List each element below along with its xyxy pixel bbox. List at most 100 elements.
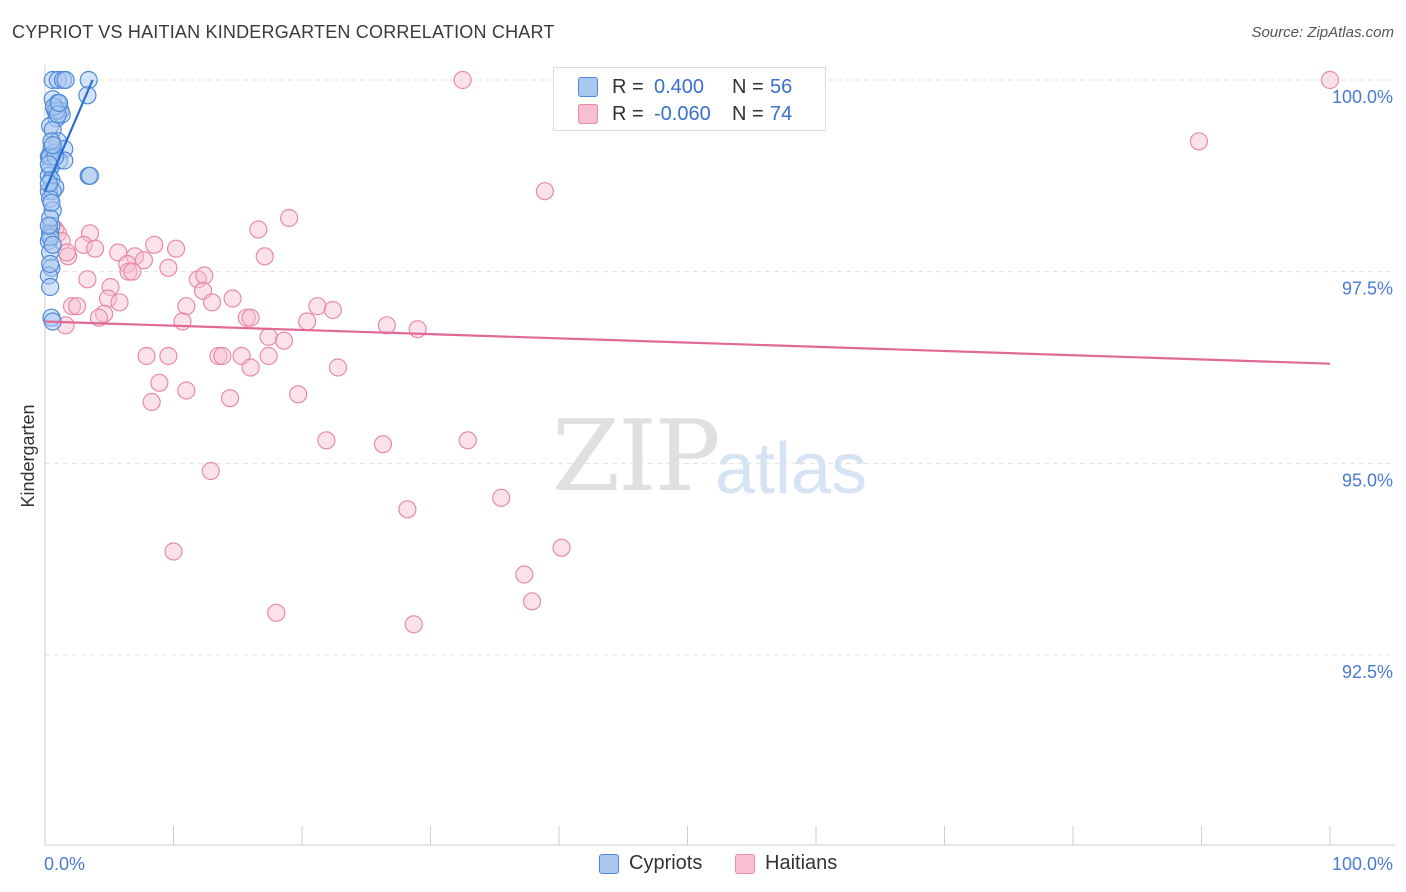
cypriot-point (80, 166, 100, 185)
cypriot-point (41, 277, 60, 297)
haitian-point (280, 208, 299, 228)
cypriot-point (79, 70, 98, 90)
y-tick-label: 92.5% (1342, 662, 1393, 682)
haitian-point (202, 293, 222, 312)
haitian-swatch (578, 104, 598, 124)
r-label: R = (612, 75, 644, 98)
haitian-point (137, 346, 156, 366)
haitian-point (142, 392, 161, 412)
tick-labels: 100.0% 97.5% 95.0% 92.5% 0.0% 100.0% (44, 87, 1393, 874)
cypriot-swatch (578, 77, 598, 97)
haitian-point (317, 431, 336, 450)
haitian-point (101, 277, 120, 297)
haitian-point (159, 346, 178, 366)
cypriot-point (56, 70, 75, 90)
haitian-point (323, 300, 342, 320)
trend-lines (43, 79, 1331, 365)
x-tick-label: 100.0% (1332, 854, 1393, 874)
cypriot-trend-line (43, 79, 94, 192)
haitian-point (308, 297, 327, 316)
haitian-point (220, 389, 240, 408)
haitian-trend-line (44, 320, 1331, 365)
n-label: N = (732, 75, 764, 98)
legend-row-cypriots: R = 0.400 N = 56 (578, 74, 792, 100)
haitian-point (453, 70, 472, 90)
y-tick-label: 100.0% (1332, 87, 1393, 107)
legend-item-cypriots[interactable]: Cypriots (599, 852, 702, 875)
watermark-atlas: atlas (715, 429, 868, 509)
haitian-point (62, 297, 82, 316)
haitian-point (98, 289, 118, 308)
series-legend: Cypriots Haitians (0, 852, 1406, 878)
haitian-point (164, 542, 183, 561)
cypriot-point (50, 93, 69, 113)
cypriot-point (39, 216, 58, 235)
stats-legend: R = 0.400 N = 56 R = -0.060 N = 74 (553, 67, 826, 131)
cypriot-point (43, 136, 62, 155)
haitian-point (552, 538, 571, 557)
chart-title: CYPRIOT VS HAITIAN KINDERGARTEN CORRELAT… (12, 22, 555, 42)
haitian-point (159, 258, 178, 277)
haitian-point (78, 270, 97, 289)
legend-label-haitians: Haitians (765, 852, 838, 874)
cypriot-point (42, 193, 61, 212)
legend-label-cypriots: Cypriots (629, 852, 703, 874)
r-value: 0.400 (654, 75, 705, 98)
cypriot-point (41, 254, 60, 274)
haitian-point (125, 247, 145, 266)
haitian-point (209, 346, 228, 366)
haitian-point (404, 615, 423, 634)
haitian-point (249, 220, 268, 239)
x-tick-label: 0.0% (44, 854, 85, 874)
haitian-point (177, 381, 196, 400)
haitian-point (535, 182, 554, 201)
haitian-point (328, 358, 348, 377)
haitian-point (201, 461, 220, 481)
haitian-point (274, 331, 294, 350)
haitian-point (408, 320, 427, 339)
haitian-point (377, 316, 396, 335)
haitian-swatch (735, 853, 755, 874)
legend-item-haitians[interactable]: Haitians (735, 852, 837, 875)
haitian-point (458, 431, 477, 450)
haitian-point (241, 358, 260, 377)
n-value: 74 (770, 102, 793, 125)
haitian-point (68, 297, 87, 316)
haitian-point (373, 435, 393, 454)
haitian-point (522, 592, 542, 611)
haitian-point (237, 308, 256, 327)
haitian-point (267, 603, 286, 622)
haitian-point (398, 500, 417, 519)
legend-row-haitians: R = -0.060 N = 74 (578, 101, 792, 127)
haitian-point (177, 297, 196, 316)
haitian-point (259, 327, 278, 346)
r-value: -0.060 (654, 102, 711, 125)
haitian-point (298, 312, 317, 331)
y-axis-title: Kindergarten (18, 404, 38, 507)
haitian-point (289, 385, 308, 404)
haitian-point (123, 262, 142, 281)
haitian-point (119, 262, 138, 281)
watermark-zip: ZIP (552, 400, 721, 514)
haitian-point (145, 235, 164, 254)
haitian-point (150, 373, 169, 392)
y-tick-label: 97.5% (1342, 279, 1393, 299)
haitian-points (46, 70, 1340, 634)
haitian-point (515, 565, 534, 584)
haitian-point (173, 312, 192, 331)
haitian-point (1189, 132, 1209, 151)
n-value: 56 (770, 75, 793, 98)
cypriot-point (43, 235, 62, 254)
haitian-point (492, 488, 511, 507)
haitian-point (223, 289, 242, 308)
haitian-point (74, 235, 93, 254)
haitian-point (255, 247, 274, 266)
haitian-point (241, 308, 260, 327)
haitian-point (166, 239, 186, 258)
haitian-point (1320, 70, 1340, 90)
r-label: R = (612, 102, 644, 125)
cypriot-points (39, 70, 100, 331)
haitian-point (259, 346, 278, 366)
haitian-point (86, 239, 105, 258)
